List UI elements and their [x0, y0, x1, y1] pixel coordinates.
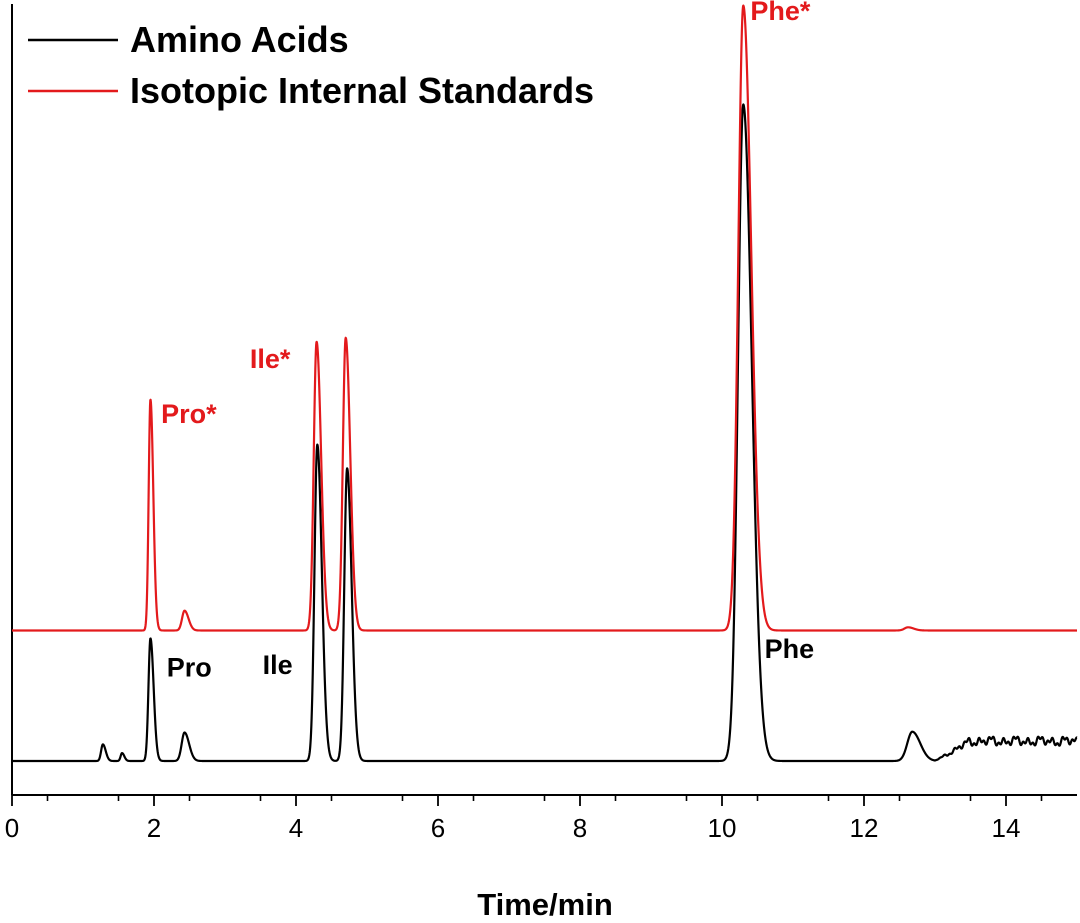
- x-tick-label: 8: [573, 813, 587, 843]
- legend-label: Amino Acids: [130, 19, 349, 60]
- axes: 0 2 4 6 8 10 12 14: [5, 4, 1077, 843]
- x-axis-title: Time/min: [477, 887, 613, 922]
- x-tick-label: 14: [992, 813, 1021, 843]
- peak-label: Phe: [765, 634, 815, 664]
- peak-label: Phe*: [750, 0, 811, 26]
- x-tick-label: 10: [708, 813, 737, 843]
- peak-label: Ile: [263, 650, 293, 680]
- series-line-isotopic-standards: [11, 4, 1078, 632]
- series-line-amino-acids: [11, 103, 1078, 763]
- x-tick-label: 6: [431, 813, 445, 843]
- legend-label: Isotopic Internal Standards: [130, 70, 594, 111]
- x-tick-label: 0: [5, 813, 19, 843]
- peak-label: Pro*: [161, 399, 217, 429]
- peak-labels: Pro* Ile* Phe* Pro Ile Phe: [161, 0, 814, 682]
- series-layer: [11, 4, 1078, 763]
- peak-label: Pro: [167, 652, 212, 682]
- legend: Amino Acids Isotopic Internal Standards: [28, 19, 594, 111]
- x-tick-label: 4: [289, 813, 303, 843]
- x-tick-label: 12: [850, 813, 879, 843]
- peak-label: Ile*: [250, 344, 291, 374]
- x-tick-label: 2: [147, 813, 161, 843]
